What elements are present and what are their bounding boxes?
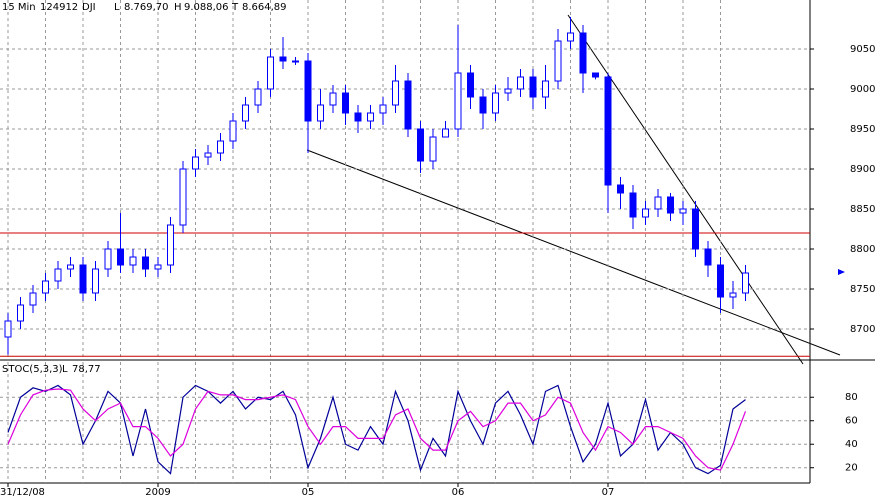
candle-body (142, 256, 149, 270)
candle-body (554, 40, 562, 82)
candle-body (279, 56, 287, 62)
candle-body (529, 76, 537, 98)
y-tick-label: 8900 (850, 164, 875, 175)
candle-body (354, 112, 362, 122)
stoch-line (7, 384, 746, 475)
candle-body (642, 208, 649, 218)
candle-body (242, 104, 249, 122)
header-text: 15 Min (2, 2, 36, 13)
candle-body (217, 140, 224, 154)
header-text: STOC(5,3,3) (2, 364, 63, 375)
candle-body (604, 76, 612, 186)
candle-body (679, 208, 687, 214)
candle-body (517, 76, 524, 90)
candle-body (404, 80, 412, 130)
y-tick-label: 8750 (850, 284, 875, 295)
candle-body (129, 256, 137, 266)
header-text: 124912 (40, 2, 78, 13)
y-tick-label: 20 (845, 463, 858, 474)
candle-body (54, 268, 62, 282)
candle-body (154, 264, 162, 270)
candle-body (167, 224, 174, 266)
candle-body (304, 60, 312, 122)
candle-body (654, 196, 662, 210)
candle-body (454, 72, 462, 130)
y-tick-label: 9000 (850, 84, 875, 95)
y-tick-label: 60 (845, 416, 858, 427)
y-tick-label: 40 (845, 439, 858, 450)
candle-body (367, 112, 374, 122)
header-text: L (114, 2, 120, 13)
candle-body (329, 92, 337, 106)
candle-body (392, 80, 399, 106)
candle-body (104, 248, 112, 270)
candle-body (379, 104, 387, 114)
candle-body (717, 264, 724, 298)
header-text: DJI (82, 2, 96, 13)
candle-body (179, 168, 187, 226)
header-text: T (231, 2, 239, 13)
candle-body (42, 280, 49, 294)
x-tick-label: 05 (302, 487, 315, 498)
candle-body (704, 248, 712, 266)
candle-body (742, 272, 749, 294)
header-text: L (62, 364, 68, 375)
price-marker (838, 269, 845, 275)
candle-body (417, 128, 424, 162)
header-text: 8.664,89 (242, 2, 287, 13)
header-text: 8.769,70 (124, 2, 169, 13)
x-tick-label: 31/12/08 (0, 487, 45, 498)
x-tick-label: 06 (452, 487, 465, 498)
candle-body (579, 32, 587, 74)
candle-body (504, 88, 512, 94)
candle-body (729, 292, 737, 298)
header-text: 9.088,06 (184, 2, 229, 13)
candle-body (479, 96, 487, 114)
candle-body (4, 320, 12, 338)
candle-body (592, 72, 599, 78)
candle-body (29, 292, 37, 306)
x-tick-label: 07 (602, 487, 615, 498)
y-tick-label: 9050 (850, 44, 875, 55)
candle-body (667, 196, 674, 214)
header-text: H (174, 2, 182, 13)
candle-body (267, 56, 274, 90)
y-tick-label: 8850 (850, 204, 875, 215)
trend-line (567, 14, 804, 365)
candle-body (67, 264, 74, 270)
candle-body (467, 72, 474, 98)
candle-body (617, 184, 624, 194)
y-tick-label: 80 (845, 392, 858, 403)
candle-body (79, 264, 87, 294)
header-text: 78,77 (72, 364, 101, 375)
candle-body (692, 208, 699, 250)
candle-body (542, 80, 549, 98)
candle-body (492, 92, 499, 114)
candle-body (429, 136, 437, 162)
candle-body (254, 88, 262, 106)
y-tick-label: 8700 (850, 324, 875, 335)
candle-body (567, 32, 574, 42)
candle-body (192, 156, 199, 170)
candle-body (342, 92, 349, 114)
candle-body (204, 152, 212, 158)
stoch-line (7, 388, 747, 471)
candle-body (317, 104, 324, 122)
candle-body (92, 268, 99, 294)
trend-line (306, 149, 841, 356)
candle-body (117, 248, 124, 266)
candle-body (17, 304, 24, 322)
candle-body (292, 60, 299, 63)
candle-body (229, 120, 237, 142)
candle-body (629, 192, 637, 218)
y-tick-label: 8950 (850, 124, 875, 135)
y-tick-label: 8800 (850, 244, 875, 255)
x-tick-label: 2009 (145, 487, 170, 498)
candle-body (442, 128, 449, 138)
